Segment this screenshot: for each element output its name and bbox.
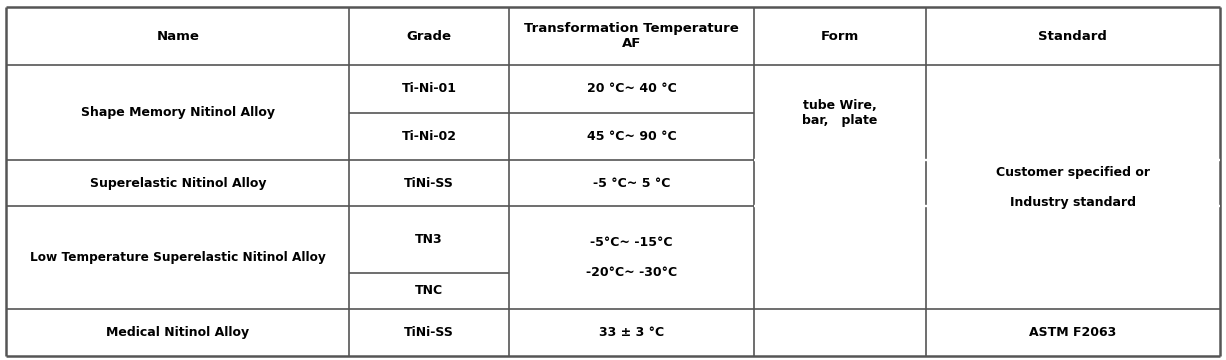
Text: Grade: Grade bbox=[407, 30, 451, 43]
Text: TiNi-SS: TiNi-SS bbox=[405, 326, 454, 339]
Text: Shape Memory Nitinol Alloy: Shape Memory Nitinol Alloy bbox=[81, 106, 275, 119]
Text: Low Temperature Superelastic Nitinol Alloy: Low Temperature Superelastic Nitinol All… bbox=[29, 251, 326, 264]
Text: TNC: TNC bbox=[416, 284, 443, 297]
Text: Standard: Standard bbox=[1038, 30, 1107, 43]
Text: -5°C~ -15°C

-20°C~ -30°C: -5°C~ -15°C -20°C~ -30°C bbox=[586, 236, 677, 279]
Text: Name: Name bbox=[157, 30, 199, 43]
Text: tube Wire,
bar,   plate: tube Wire, bar, plate bbox=[802, 99, 878, 127]
Text: 20 °C~ 40 °C: 20 °C~ 40 °C bbox=[586, 82, 677, 95]
Text: Customer specified or

Industry standard: Customer specified or Industry standard bbox=[996, 166, 1150, 208]
Text: TiNi-SS: TiNi-SS bbox=[405, 177, 454, 190]
Text: ASTM F2063: ASTM F2063 bbox=[1029, 326, 1117, 339]
Text: Superelastic Nitinol Alloy: Superelastic Nitinol Alloy bbox=[89, 177, 266, 190]
Text: Ti-Ni-02: Ti-Ni-02 bbox=[402, 130, 456, 143]
Text: TN3: TN3 bbox=[416, 233, 443, 246]
Text: -5 °C~ 5 °C: -5 °C~ 5 °C bbox=[592, 177, 671, 190]
Text: 33 ± 3 °C: 33 ± 3 °C bbox=[598, 326, 664, 339]
Text: Form: Form bbox=[820, 30, 859, 43]
Text: Ti-Ni-01: Ti-Ni-01 bbox=[402, 82, 456, 95]
Text: Transformation Temperature
AF: Transformation Temperature AF bbox=[524, 22, 739, 50]
Text: Medical Nitinol Alloy: Medical Nitinol Alloy bbox=[107, 326, 249, 339]
Text: 45 °C~ 90 °C: 45 °C~ 90 °C bbox=[586, 130, 677, 143]
